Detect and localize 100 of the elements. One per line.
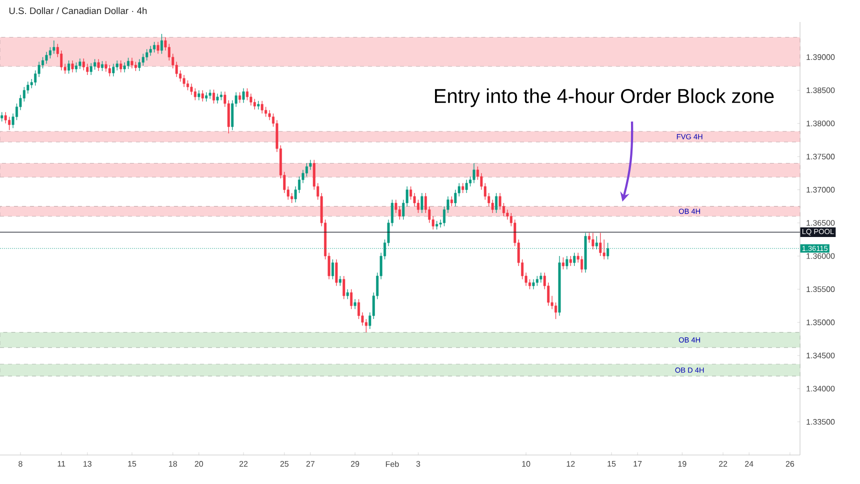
candlestick	[138, 58, 141, 72]
candlestick	[528, 278, 531, 290]
y-tick-label: 1.36000	[806, 253, 835, 259]
x-tick-label: 17	[634, 461, 642, 467]
x-tick-label: 8	[18, 461, 22, 467]
candlestick	[182, 74, 186, 88]
candlestick	[450, 196, 453, 207]
x-tick-label: 11	[58, 461, 66, 467]
candlestick	[260, 100, 264, 114]
candlestick	[532, 278, 535, 290]
y-tick-label: 1.39000	[806, 54, 835, 60]
candlestick	[462, 182, 464, 194]
candlestick	[268, 110, 271, 120]
candlestick	[112, 63, 115, 77]
candlestick	[127, 57, 130, 70]
candlestick	[186, 80, 189, 91]
x-tick-label: 3	[416, 461, 420, 467]
candlestick	[346, 288, 349, 300]
candlestick	[506, 209, 509, 220]
candlestick	[569, 256, 572, 266]
candlestick	[335, 259, 338, 286]
candlestick	[175, 61, 178, 78]
candlestick	[212, 89, 216, 104]
candlestick	[116, 60, 118, 71]
y-tick-label: 1.34000	[806, 386, 835, 392]
candlestick	[566, 256, 568, 270]
candlestick	[246, 88, 248, 101]
candlestick	[156, 42, 160, 54]
candlestick	[201, 90, 204, 102]
candlestick	[290, 192, 294, 204]
y-tick-label: 1.35500	[806, 286, 835, 292]
y-tick-label: 1.36500	[806, 220, 835, 226]
candlestick	[104, 60, 108, 72]
candlestick	[238, 92, 242, 104]
x-tick-label: 25	[280, 461, 289, 467]
candlestick	[86, 63, 89, 76]
x-tick-label: Feb	[386, 461, 399, 467]
candlestick	[491, 199, 494, 214]
x-tick-label: 20	[194, 461, 204, 467]
y-tick-label: 1.38000	[806, 120, 835, 126]
candlestick	[130, 57, 134, 69]
candlestick	[354, 298, 356, 310]
x-tick-label: 29	[350, 461, 360, 467]
x-tick-label: 18	[169, 461, 177, 467]
candlestick	[205, 92, 208, 102]
candlestick	[94, 58, 96, 70]
candlestick	[536, 276, 538, 286]
candlestick	[134, 61, 137, 72]
x-tick-label: 15	[128, 461, 136, 467]
candlestick	[45, 51, 48, 64]
candlestick	[97, 58, 100, 72]
candlestick	[208, 89, 212, 100]
candlestick	[573, 252, 576, 266]
candlestick	[350, 288, 353, 310]
candlestick	[120, 60, 122, 73]
candlestick	[198, 90, 200, 101]
candlestick	[416, 199, 420, 214]
candlestick	[78, 58, 82, 70]
candlestick	[592, 232, 594, 250]
candlestick	[153, 42, 156, 53]
x-tick-label: 22	[239, 461, 248, 467]
candlestick	[68, 60, 70, 74]
candlestick	[0, 112, 4, 122]
chart-title: U.S. Dollar / Canadian Dollar · 4h	[9, 7, 147, 14]
candlestick	[562, 257, 564, 270]
candlestick	[149, 46, 152, 56]
y-tick-label: 1.34500	[806, 352, 835, 358]
x-tick-label: 26	[786, 461, 794, 467]
candlestick	[90, 62, 92, 76]
y-tick-label: 1.35000	[806, 320, 835, 326]
y-tick-label: 1.37000	[806, 186, 835, 193]
candlestick	[309, 160, 312, 170]
candlestick	[580, 256, 584, 273]
annotation: Entry into the 4-hour Order Block zone	[435, 88, 774, 108]
candlestick	[194, 88, 196, 101]
candlestick	[48, 46, 52, 59]
y-tick-label: 1.38500	[806, 87, 835, 94]
candlestick	[338, 276, 342, 286]
candlestick	[82, 58, 85, 71]
candlestick	[250, 93, 252, 106]
candlestick	[264, 106, 268, 118]
candlestick	[142, 53, 144, 66]
candlestick	[242, 88, 245, 104]
candlestick	[71, 60, 74, 73]
candlestick	[410, 186, 412, 200]
candlestick	[420, 192, 424, 214]
x-tick-label: 12	[566, 461, 575, 467]
candlestick	[4, 112, 7, 124]
candlestick	[357, 298, 360, 320]
candlestick	[146, 48, 148, 61]
candlestick	[495, 192, 498, 214]
y-tick-label: 1.33500	[806, 419, 835, 425]
candlestick	[413, 192, 416, 207]
y-tick-label: 1.37500	[806, 154, 835, 160]
x-tick-label: 24	[745, 461, 754, 467]
candlestick	[216, 93, 219, 104]
candlestick	[602, 239, 606, 260]
candlestick	[472, 162, 476, 184]
x-tick-label: 15	[608, 461, 616, 467]
x-tick-label: 10	[522, 461, 530, 467]
